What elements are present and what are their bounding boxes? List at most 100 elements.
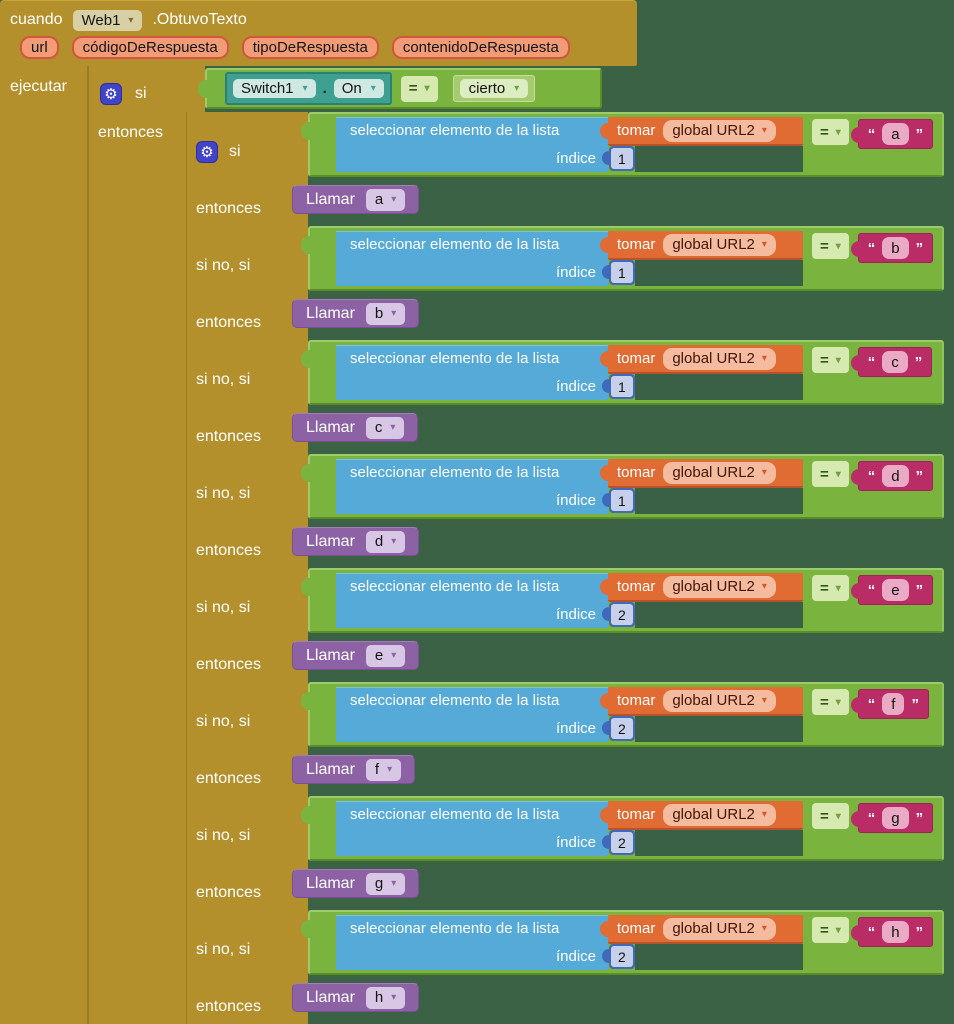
comparison-block[interactable]: seleccionar elemento de la lista tomar g…: [301, 568, 944, 633]
call-procedure-block[interactable]: Llamar a ▾: [292, 185, 420, 214]
param-url[interactable]: url: [20, 36, 59, 59]
gear-icon[interactable]: ⚙: [196, 141, 218, 163]
call-procedure-block[interactable]: Llamar d ▾: [292, 527, 420, 556]
text-string-value[interactable]: b: [882, 237, 909, 259]
select-list-item-block[interactable]: seleccionar elemento de la lista tomar g…: [336, 687, 803, 742]
text-string-block[interactable]: “ c ”: [850, 347, 933, 377]
get-variable-block[interactable]: tomar global URL2 ▾: [600, 573, 803, 602]
number-block[interactable]: 2: [602, 830, 635, 855]
call-procedure-block[interactable]: Llamar h ▾: [292, 983, 420, 1012]
operator-dropdown[interactable]: = ▾: [812, 803, 849, 829]
outer-if-block[interactable]: ⚙ si Switch1 ▾ . On ▾: [88, 66, 954, 1024]
procedure-dropdown[interactable]: c ▾: [365, 416, 405, 439]
text-string-value[interactable]: g: [882, 807, 909, 829]
call-procedure-block[interactable]: Llamar g ▾: [292, 869, 420, 898]
param-tipo[interactable]: tipoDeRespuesta: [241, 36, 379, 59]
get-variable-block[interactable]: tomar global URL2 ▾: [600, 117, 803, 146]
select-list-item-block[interactable]: seleccionar elemento de la lista tomar g…: [336, 345, 803, 400]
text-string-value[interactable]: e: [882, 579, 909, 601]
property-dropdown[interactable]: On ▾: [333, 79, 384, 98]
operator-dropdown[interactable]: = ▾: [812, 461, 849, 487]
text-string-block[interactable]: “ g ”: [850, 803, 934, 833]
number-block[interactable]: 1: [602, 374, 635, 399]
get-variable-block[interactable]: tomar global URL2 ▾: [600, 345, 803, 374]
procedure-dropdown[interactable]: d ▾: [365, 530, 406, 553]
select-list-item-block[interactable]: seleccionar elemento de la lista tomar g…: [336, 231, 803, 286]
procedure-dropdown[interactable]: a ▾: [365, 188, 406, 211]
boolean-dropdown[interactable]: cierto ▾: [459, 79, 529, 98]
operator-dropdown[interactable]: = ▾: [812, 347, 849, 373]
variable-dropdown[interactable]: global URL2 ▾: [663, 689, 776, 712]
call-procedure-block[interactable]: Llamar c ▾: [292, 413, 419, 442]
select-list-item-block[interactable]: seleccionar elemento de la lista tomar g…: [336, 801, 803, 856]
variable-dropdown[interactable]: global URL2 ▾: [663, 233, 776, 256]
select-list-item-block[interactable]: seleccionar elemento de la lista tomar g…: [336, 459, 803, 514]
get-variable-block[interactable]: tomar global URL2 ▾: [600, 459, 803, 488]
param-contenido[interactable]: contenidoDeRespuesta: [391, 36, 570, 59]
comparison-block[interactable]: seleccionar elemento de la lista tomar g…: [301, 340, 944, 405]
event-block-header[interactable]: cuando Web1 ▾ .ObtuvoTexto url códigoDeR…: [0, 0, 637, 66]
get-variable-block[interactable]: tomar global URL2 ▾: [600, 231, 803, 260]
call-procedure-block[interactable]: Llamar b ▾: [292, 299, 420, 328]
comparison-block[interactable]: seleccionar elemento de la lista tomar g…: [301, 682, 944, 747]
number-block[interactable]: 1: [602, 146, 635, 171]
param-codigo[interactable]: códigoDeRespuesta: [71, 36, 229, 59]
comparison-block[interactable]: seleccionar elemento de la lista tomar g…: [301, 112, 944, 177]
text-string-block[interactable]: “ a ”: [850, 119, 934, 149]
inner-if-block[interactable]: ⚙ si seleccionar elemento de la lista to…: [186, 112, 944, 1024]
select-list-item-block[interactable]: seleccionar elemento de la lista tomar g…: [336, 915, 803, 970]
procedure-dropdown[interactable]: h ▾: [365, 986, 406, 1009]
text-string-value[interactable]: d: [882, 465, 909, 487]
gear-icon[interactable]: ⚙: [100, 82, 122, 105]
select-list-item-block[interactable]: seleccionar elemento de la lista tomar g…: [336, 573, 803, 628]
component-dropdown[interactable]: Web1 ▾: [72, 9, 143, 31]
number-block[interactable]: 2: [602, 716, 635, 741]
operator-dropdown[interactable]: = ▾: [812, 119, 849, 145]
number-block[interactable]: 2: [602, 602, 635, 627]
variable-dropdown[interactable]: global URL2 ▾: [663, 119, 776, 142]
comparison-block[interactable]: seleccionar elemento de la lista tomar g…: [301, 796, 944, 861]
get-variable-block[interactable]: tomar global URL2 ▾: [600, 687, 803, 716]
comparison-block[interactable]: seleccionar elemento de la lista tomar g…: [301, 454, 944, 519]
operator-symbol: =: [820, 123, 829, 141]
text-string-block[interactable]: “ h ”: [850, 917, 934, 947]
variable-dropdown[interactable]: global URL2 ▾: [663, 917, 776, 940]
get-variable-block[interactable]: tomar global URL2 ▾: [600, 915, 803, 944]
operator-dropdown[interactable]: = ▾: [812, 689, 849, 715]
comparison-block[interactable]: seleccionar elemento de la lista tomar g…: [301, 226, 944, 291]
procedure-dropdown[interactable]: f ▾: [365, 758, 402, 781]
operator-dropdown[interactable]: = ▾: [812, 233, 849, 259]
procedure-dropdown[interactable]: b ▾: [365, 302, 406, 325]
text-string-value[interactable]: a: [882, 123, 909, 145]
switch-dropdown[interactable]: Switch1 ▾: [233, 79, 316, 98]
variable-dropdown[interactable]: global URL2 ▾: [663, 461, 776, 484]
call-procedure-block[interactable]: Llamar e ▾: [292, 641, 420, 670]
number-block[interactable]: 1: [602, 260, 635, 285]
number-block[interactable]: 1: [602, 488, 635, 513]
text-string-value[interactable]: f: [882, 693, 905, 715]
operator-dropdown[interactable]: = ▾: [400, 75, 438, 102]
get-variable-block[interactable]: tomar global URL2 ▾: [600, 801, 803, 830]
select-list-item-block[interactable]: seleccionar elemento de la lista tomar g…: [336, 117, 803, 172]
boolean-block[interactable]: cierto ▾: [452, 75, 536, 102]
operator-dropdown[interactable]: = ▾: [812, 917, 849, 943]
number-block[interactable]: 2: [602, 944, 635, 969]
procedure-dropdown[interactable]: e ▾: [365, 644, 406, 667]
text-string-block[interactable]: “ f ”: [850, 689, 929, 719]
text-string-block[interactable]: “ e ”: [850, 575, 934, 605]
variable-dropdown[interactable]: global URL2 ▾: [663, 575, 776, 598]
branch-then-label-cell: entonces: [186, 299, 308, 340]
comparison-block[interactable]: seleccionar elemento de la lista tomar g…: [301, 910, 944, 975]
procedure-dropdown[interactable]: g ▾: [365, 872, 406, 895]
text-string-block[interactable]: “ b ”: [850, 233, 934, 263]
variable-dropdown[interactable]: global URL2 ▾: [663, 347, 776, 370]
call-procedure-block[interactable]: Llamar f ▾: [292, 755, 416, 784]
text-string-value[interactable]: h: [882, 921, 909, 943]
text-string-block[interactable]: “ d ”: [850, 461, 934, 491]
variable-dropdown[interactable]: global URL2 ▾: [663, 803, 776, 826]
outer-condition-block[interactable]: Switch1 ▾ . On ▾ = ▾: [198, 68, 602, 109]
text-string-value[interactable]: c: [882, 351, 908, 373]
operator-dropdown[interactable]: = ▾: [812, 575, 849, 601]
component-getter-block[interactable]: Switch1 ▾ . On ▾: [225, 72, 392, 105]
event-block-body-column[interactable]: ejecutar: [0, 66, 88, 1024]
